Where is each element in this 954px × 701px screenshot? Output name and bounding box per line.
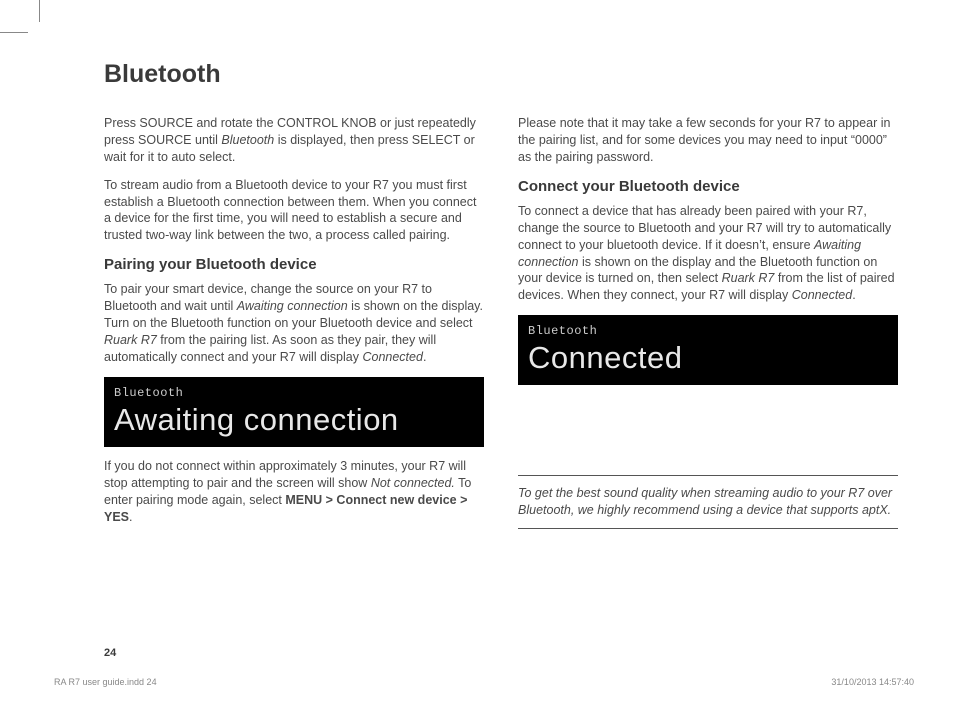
columns: Press SOURCE and rotate the CONTROL KNOB… — [104, 115, 898, 537]
intro-paragraph-2: To stream audio from a Bluetooth device … — [104, 177, 484, 245]
column-left: Press SOURCE and rotate the CONTROL KNOB… — [104, 115, 484, 537]
pairing-paragraph: To pair your smart device, change the so… — [104, 281, 484, 365]
display-label: Bluetooth — [114, 385, 474, 401]
connect-paragraph: To connect a device that has already bee… — [518, 203, 898, 304]
footer-filename: RA R7 user guide.indd 24 — [54, 677, 157, 687]
subheading-connect: Connect your Bluetooth device — [518, 177, 898, 197]
page-title: Bluetooth — [104, 60, 898, 89]
text-italic: Ruark R7 — [722, 271, 775, 285]
intro-paragraph-1: Press SOURCE and rotate the CONTROL KNOB… — [104, 115, 484, 166]
page-number: 24 — [104, 647, 116, 659]
footer: RA R7 user guide.indd 24 31/10/2013 14:5… — [54, 677, 914, 687]
text-italic: Awaiting connection — [237, 299, 348, 313]
tip-box: To get the best sound quality when strea… — [518, 475, 898, 529]
not-connected-paragraph: If you do not connect within approximate… — [104, 458, 484, 526]
display-label: Bluetooth — [528, 323, 888, 339]
display-connected: Bluetooth Connected — [518, 315, 898, 385]
subheading-pairing: Pairing your Bluetooth device — [104, 255, 484, 275]
text-italic: Connected — [792, 288, 852, 302]
text-italic: Bluetooth — [221, 133, 274, 147]
text-italic: Connected — [362, 350, 422, 364]
footer-timestamp: 31/10/2013 14:57:40 — [831, 677, 914, 687]
page-content: Bluetooth Press SOURCE and rotate the CO… — [104, 60, 898, 659]
text: . — [852, 288, 855, 302]
pairing-note-paragraph: Please note that it may take a few secon… — [518, 115, 898, 166]
text-italic: Ruark R7 — [104, 333, 157, 347]
column-right: Please note that it may take a few secon… — [518, 115, 898, 537]
text: . — [423, 350, 426, 364]
display-awaiting: Bluetooth Awaiting connection — [104, 377, 484, 447]
display-main-text: Connected — [528, 341, 888, 375]
crop-mark-vertical — [39, 0, 40, 22]
crop-mark-horizontal — [0, 32, 28, 33]
text-italic: Not connected. — [371, 476, 455, 490]
text: . — [129, 510, 132, 524]
display-main-text: Awaiting connection — [114, 403, 474, 437]
